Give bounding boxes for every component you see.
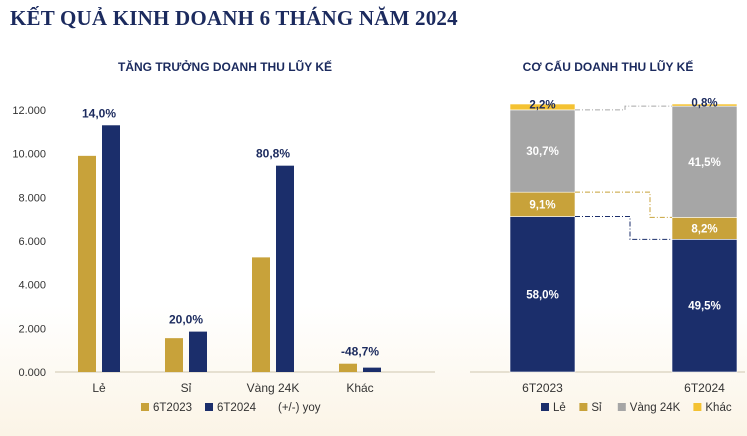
segment-label: 0,8% (691, 98, 717, 110)
y-tick-label: 8.000 (18, 192, 46, 204)
stacked-segment-vàng-24k (509, 109, 576, 193)
category-label: 6T2023 (522, 381, 563, 395)
connector-line (575, 191, 672, 218)
category-label: Sỉ (181, 381, 192, 395)
legend-label: Vàng 24K (630, 402, 681, 414)
bar-6t2024 (276, 165, 294, 372)
bar-6t2024 (189, 331, 207, 372)
page-title: KẾT QUẢ KINH DOANH 6 THÁNG NĂM 2024 (10, 6, 458, 30)
growth-label: 80,8% (256, 147, 290, 161)
growth-label: 20,0% (169, 313, 203, 327)
legend-swatch (205, 403, 213, 411)
segment-label: 30,7% (526, 146, 559, 158)
legend-swatch (617, 403, 626, 411)
legend-swatch (579, 403, 588, 411)
segment-label: 8,2% (691, 223, 717, 235)
legend-label: 6T2024 (217, 402, 257, 414)
y-tick-label: 6.000 (18, 236, 46, 248)
legend-label: Khác (705, 402, 731, 414)
legend-yoy-label: (+/-) yoy (278, 402, 321, 414)
bar-6t2023 (339, 363, 357, 372)
connector-line (575, 216, 672, 240)
segment-label: 58,0% (526, 289, 559, 301)
growth-label: -48,7% (341, 345, 379, 359)
segment-label: 41,5% (688, 157, 721, 169)
growth-label: 14,0% (82, 106, 116, 120)
legend-label: Lẻ (553, 402, 566, 414)
legend-label: Sỉ (591, 402, 602, 414)
category-label: Vàng 24K (247, 381, 300, 395)
category-label: Khác (346, 381, 373, 395)
y-tick-label: 0.000 (18, 367, 46, 379)
legend-swatch (693, 403, 702, 411)
segment-label: 49,5% (688, 301, 721, 313)
structure-chart-title: CƠ CẤU DOANH THU LŨY KẾ (522, 60, 694, 74)
y-tick-label: 2.000 (18, 323, 46, 335)
connector-line (575, 105, 672, 111)
y-tick-label: 4.000 (18, 280, 46, 292)
segment-label: 2,2% (529, 99, 555, 111)
bar-6t2023 (78, 155, 96, 372)
legend-swatch (541, 403, 549, 411)
y-tick-label: 12.000 (12, 105, 46, 117)
legend-swatch (141, 403, 149, 411)
segment-label: 9,1% (529, 199, 555, 211)
category-label: Lẻ (92, 381, 106, 395)
bar-6t2023 (165, 338, 183, 372)
bar-6t2024 (363, 367, 381, 372)
growth-chart-title: TĂNG TRƯỞNG DOANH THU LŨY KẾ (118, 60, 332, 74)
stacked-segment-khác (671, 103, 738, 107)
stacked-segment-khác (509, 103, 576, 111)
y-tick-label: 10.000 (12, 149, 46, 161)
bar-6t2023 (252, 257, 270, 372)
legend-label: 6T2023 (153, 402, 192, 414)
stacked-segment-lẻ (671, 239, 738, 373)
bar-6t2024 (102, 125, 120, 373)
category-label: 6T2024 (684, 381, 725, 395)
stacked-segment-vàng-24k (671, 105, 738, 218)
stacked-segment-lẻ (509, 216, 576, 373)
